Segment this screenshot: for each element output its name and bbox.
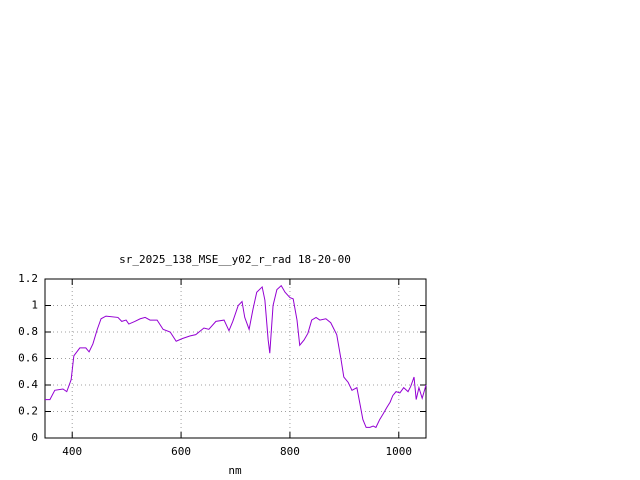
plot-frame (44, 278, 427, 439)
x-axis-label: nm (228, 464, 242, 477)
y-tick-label: 1.2 (18, 272, 38, 285)
x-tick-label: 400 (62, 445, 82, 458)
y-tick-label: 0.4 (18, 378, 38, 391)
y-tick-label: 0.2 (18, 405, 38, 418)
x-tick-label: 600 (171, 445, 191, 458)
data-line (45, 284, 427, 429)
x-tick-label: 1000 (386, 445, 413, 458)
y-tick-label: 0.6 (18, 352, 38, 365)
y-tick-label: 1 (31, 299, 38, 312)
chart-title: sr_2025_138_MSE__y02_r_rad 18-20-00 (119, 253, 351, 266)
y-tick-label: 0 (31, 431, 38, 444)
x-tick-label: 800 (280, 445, 300, 458)
y-tick-label: 0.8 (18, 325, 38, 338)
